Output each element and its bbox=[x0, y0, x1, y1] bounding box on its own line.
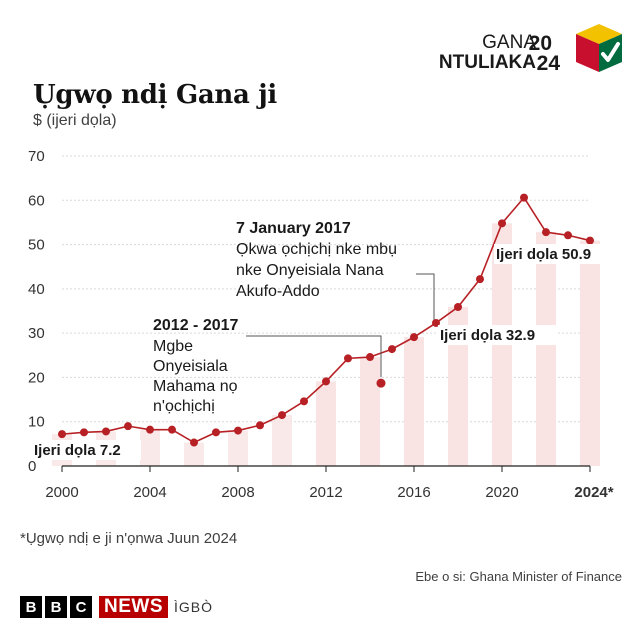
data-point bbox=[344, 354, 352, 363]
label-end: Ijeri dọla 50.9 bbox=[496, 246, 591, 263]
data-point bbox=[410, 333, 418, 342]
data-point bbox=[520, 193, 528, 202]
x-tick-label: 2016 bbox=[397, 484, 430, 501]
data-point bbox=[190, 438, 198, 447]
logo-line2: NTULIAKA bbox=[438, 52, 536, 73]
year-column bbox=[536, 232, 556, 466]
ballot-cube-icon bbox=[576, 24, 622, 72]
data-point bbox=[388, 345, 396, 354]
year-column bbox=[404, 337, 424, 466]
year-column bbox=[272, 415, 292, 466]
logo-year-top: 20 bbox=[528, 32, 552, 55]
y-tick-label: 10 bbox=[28, 414, 45, 431]
period1-line: n'ọchịchị bbox=[153, 398, 215, 415]
y-tick-label: 0 bbox=[28, 458, 36, 475]
y-tick-label: 40 bbox=[28, 281, 45, 298]
year-column bbox=[184, 442, 204, 466]
data-point bbox=[102, 427, 110, 436]
x-tick-label: 2008 bbox=[221, 484, 254, 501]
period2-title: 7 January 2017 bbox=[236, 220, 351, 237]
data-point bbox=[234, 426, 242, 435]
x-tick-label: 2000 bbox=[45, 484, 78, 501]
data-point bbox=[212, 428, 220, 437]
bbc-letter-c: C bbox=[70, 596, 92, 618]
data-point bbox=[542, 228, 550, 237]
period1-line: Onyeisiala bbox=[153, 358, 228, 375]
data-point bbox=[366, 353, 374, 362]
debt-line-chart: 0 10 20 30 40 50 60 70 2000 2004 2008 2012 2016 2020 2… bbox=[28, 148, 614, 501]
label-start: Ijeri dọla 7.2 bbox=[34, 442, 121, 459]
y-tick-label: 20 bbox=[28, 369, 45, 386]
data-point bbox=[586, 236, 594, 245]
label-2017-bg bbox=[438, 325, 556, 345]
data-point bbox=[454, 303, 462, 312]
chart-title: Ụgwọ ndị Gana ji bbox=[33, 80, 277, 110]
period2-connector bbox=[416, 273, 435, 320]
data-point bbox=[278, 411, 286, 420]
footnote: *Ụgwọ ndị e ji n'ọnwa Juun 2024 bbox=[20, 530, 238, 547]
period1-connector bbox=[246, 335, 382, 378]
data-point bbox=[124, 422, 132, 431]
period2-line: nke Onyeisiala Nana bbox=[236, 262, 384, 279]
data-point bbox=[256, 421, 264, 430]
period1-title: 2012 - 2017 bbox=[153, 317, 239, 334]
data-point bbox=[322, 377, 330, 386]
data-point bbox=[58, 430, 66, 439]
y-tick-label: 70 bbox=[28, 148, 45, 165]
data-point bbox=[146, 425, 154, 434]
chart-subtitle: $ (ijeri dọla) bbox=[33, 112, 117, 129]
x-tick-label: 2012 bbox=[309, 484, 342, 501]
period1-line: Mahama nọ bbox=[153, 378, 238, 395]
data-point bbox=[432, 318, 440, 327]
year-column bbox=[316, 381, 336, 466]
year-column bbox=[228, 430, 248, 466]
year-column bbox=[448, 307, 468, 466]
y-tick-label: 60 bbox=[28, 192, 45, 209]
x-tick-label: 2024* bbox=[574, 484, 613, 501]
x-tick-label: 2004 bbox=[133, 484, 166, 501]
data-point-extra bbox=[376, 378, 386, 388]
label-end-bg bbox=[494, 244, 608, 264]
bbc-language-label: ÌGBÒ bbox=[174, 599, 214, 615]
period2-line: Ọkwa ọchịchị nke mbụ bbox=[236, 241, 397, 258]
data-point bbox=[476, 275, 484, 284]
data-point bbox=[168, 425, 176, 434]
data-point bbox=[498, 219, 506, 228]
bbc-news-igbo-logo: B B C NEWS ÌGBÒ bbox=[20, 594, 213, 620]
x-tick-label: 2020 bbox=[485, 484, 518, 501]
label-start-bg bbox=[33, 440, 141, 460]
logo-year-bottom: 24 bbox=[536, 52, 560, 75]
bbc-letter-b1: B bbox=[20, 596, 42, 618]
year-column bbox=[580, 240, 600, 466]
period2-line: Akufo-Addo bbox=[236, 283, 320, 300]
logo-line1: GANA bbox=[482, 32, 536, 53]
bbc-news-label: NEWS bbox=[99, 596, 168, 618]
period1-line: Mgbe bbox=[153, 338, 193, 355]
y-tick-label: 50 bbox=[28, 237, 45, 254]
y-tick-label: 30 bbox=[28, 325, 45, 342]
label-2017: Ijeri dọla 32.9 bbox=[440, 327, 535, 344]
year-column bbox=[360, 357, 380, 466]
election-logo: GANA 20 NTULIAKA 24 bbox=[426, 18, 626, 80]
source-note: Ebe o si: Ghana Minister of Finance bbox=[415, 569, 622, 584]
data-point bbox=[564, 231, 572, 240]
year-column bbox=[140, 429, 160, 466]
data-point bbox=[80, 428, 88, 437]
data-point bbox=[300, 397, 308, 406]
bbc-letter-b2: B bbox=[45, 596, 67, 618]
